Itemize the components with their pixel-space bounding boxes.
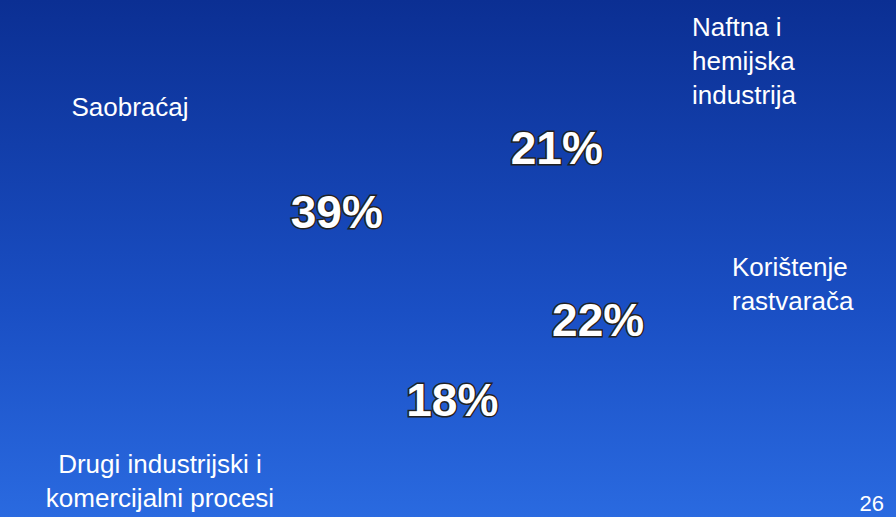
pie-slice: [470, 201, 706, 473]
category-label-line: Drugi industrijski i: [58, 449, 262, 479]
category-label-line: hemijska: [692, 46, 795, 76]
pie: [234, 24, 706, 496]
category-label-line: rastvarača: [732, 286, 854, 316]
data-label: 21%: [511, 122, 603, 174]
data-label: 18%: [406, 374, 498, 426]
category-label-line: Saobraćaj: [71, 92, 188, 122]
category-label-line: komercijalni procesi: [46, 483, 274, 513]
slide: 21% 22% 18% 39% Naftna i hemijska industrija Ko…: [0, 0, 896, 517]
category-label-line: Korištenje: [732, 252, 848, 282]
category-label: Korištenje rastvarača: [732, 252, 854, 316]
category-labels: Naftna i hemijska industrija Korištenje rast…: [46, 12, 854, 513]
background: [0, 0, 896, 517]
data-label: 22%: [552, 294, 644, 346]
category-label: Drugi industrijski i komercijalni procesi: [46, 449, 274, 513]
category-label: Naftna i hemijska industrija: [692, 12, 797, 110]
data-label: 39%: [291, 186, 383, 238]
category-label-line: industrija: [692, 80, 797, 110]
data-labels: 21% 22% 18% 39%: [291, 122, 644, 426]
category-label: Saobraćaj: [71, 92, 188, 122]
category-label-line: Naftna i: [692, 12, 782, 42]
pie-slice: [470, 24, 699, 260]
page-number: 26: [860, 491, 884, 516]
pie-slice: [320, 260, 571, 496]
